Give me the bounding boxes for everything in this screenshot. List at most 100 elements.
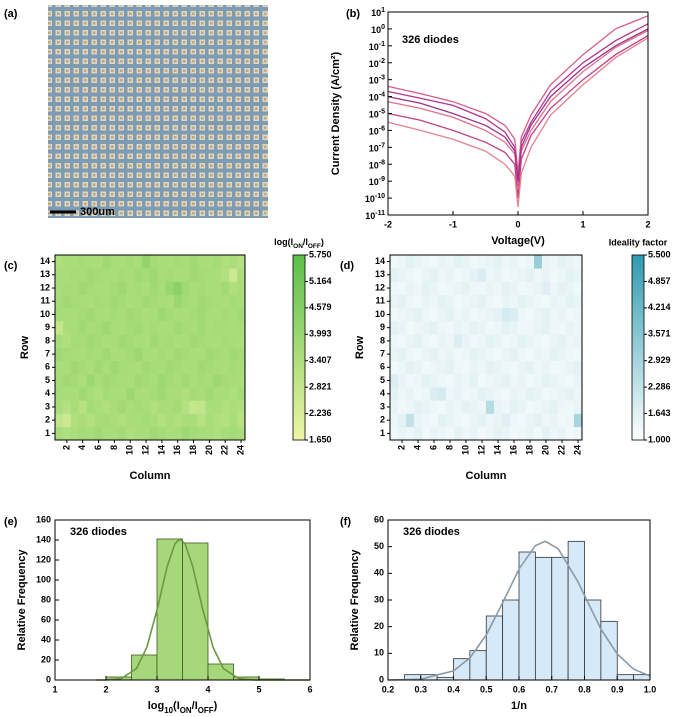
- heatmap-cell: [534, 255, 543, 269]
- x-axis-label: Column: [466, 470, 507, 482]
- heatmap-cell: [150, 255, 159, 269]
- heatmap-cell: [486, 294, 495, 309]
- heatmap-cell: [422, 294, 431, 309]
- heatmap-cell: [406, 321, 415, 335]
- heatmap-cell: [470, 347, 479, 362]
- y-tick-label: 0: [379, 674, 384, 684]
- y-tick-label: 12: [375, 282, 385, 292]
- heatmap-cell: [110, 255, 119, 269]
- x-axis-label: log10(ION/IOFF): [148, 700, 218, 715]
- heatmap-cell: [126, 413, 135, 428]
- y-tick-exponent: -5: [379, 109, 385, 116]
- heatmap-cell: [534, 294, 543, 309]
- heatmap-cell: [470, 373, 479, 388]
- y-tick-label: 10-5: [369, 109, 385, 120]
- heatmap-cell: [414, 268, 423, 282]
- heatmap-cell: [70, 360, 80, 375]
- heatmap-cell: [70, 400, 80, 414]
- heatmap-cell: [558, 360, 567, 375]
- heatmap-cell: [189, 347, 198, 362]
- heatmap-cell: [205, 360, 214, 375]
- heatmap-cell: [550, 307, 559, 322]
- heatmap-cell: [494, 294, 503, 309]
- heatmap-cell: [126, 268, 135, 282]
- heatmap-cell: [197, 413, 206, 428]
- heatmap-cell: [566, 255, 575, 269]
- heatmap-cell: [390, 413, 399, 428]
- heatmap-cell: [86, 413, 95, 428]
- heatmap-cell: [414, 400, 423, 414]
- heatmap-cell: [542, 426, 551, 441]
- heatmap-cell: [430, 413, 439, 428]
- heatmap-cell: [181, 268, 190, 282]
- y-tick-label: 8: [380, 335, 385, 345]
- heatmap-cell: [78, 281, 87, 295]
- y-tick-label: 40: [41, 634, 51, 644]
- heatmap-cell: [518, 373, 527, 388]
- heatmap-cell: [134, 400, 143, 414]
- heatmap-cell: [55, 334, 64, 348]
- y-tick-label: 2: [380, 415, 385, 425]
- heatmap-cell: [574, 268, 583, 282]
- heatmap-cell: [510, 360, 519, 375]
- y-tick-label: 13: [375, 269, 385, 279]
- iv-curve: [387, 15, 649, 174]
- heatmap-cell: [566, 281, 575, 295]
- x-tick-label: 12: [476, 445, 486, 455]
- panel-label: (a): [4, 8, 18, 20]
- heatmap-cell: [86, 426, 95, 441]
- heatmap-cell: [414, 281, 423, 295]
- heatmap-cell: [526, 255, 535, 269]
- heatmap-cell: [173, 334, 182, 348]
- heatmap-cell: [446, 360, 455, 375]
- heatmap-cell: [390, 360, 399, 375]
- heatmap-cell: [102, 268, 111, 282]
- heatmap-cell: [205, 347, 214, 362]
- heatmap-cell: [478, 334, 487, 348]
- heatmap-cell: [398, 268, 407, 282]
- x-tick-label: 2: [61, 445, 71, 450]
- y-tick-label: 6: [45, 362, 50, 372]
- heatmap-cell: [502, 360, 511, 375]
- y-tick-label: 3: [45, 401, 50, 411]
- heatmap-cell: [510, 387, 519, 401]
- x-tick-label: 12: [140, 445, 150, 455]
- heatmap-cell: [470, 268, 479, 282]
- x-tick-label: 3: [154, 684, 159, 694]
- heatmap-cell: [150, 426, 159, 441]
- panel-label: (c): [4, 260, 18, 272]
- heatmap-cell: [205, 400, 214, 414]
- heatmap-cell: [78, 321, 87, 335]
- heatmap-cell: [390, 373, 399, 388]
- heatmap-cell: [462, 426, 471, 441]
- heatmap-cell: [478, 360, 487, 375]
- heatmap-cell: [550, 281, 559, 295]
- heatmap-cell: [165, 281, 175, 295]
- heatmap-cell: [86, 334, 95, 348]
- heatmap-cell: [494, 400, 503, 414]
- heatmap-cell: [86, 307, 95, 322]
- heatmap-cell: [126, 347, 135, 362]
- heatmap-cell: [134, 307, 143, 322]
- heatmap-cell: [534, 307, 543, 322]
- heatmap-cell: [165, 400, 175, 414]
- heatmap-cell: [510, 400, 519, 414]
- colorbar-tick-label: 3.993: [309, 329, 332, 339]
- heatmap-cell: [173, 321, 182, 335]
- heatmap-cell: [574, 307, 583, 322]
- heatmap-cell: [566, 387, 575, 401]
- heatmap-cell: [126, 426, 135, 441]
- colorbar-tick-label: 2.821: [309, 382, 332, 392]
- heatmap-cell: [150, 400, 159, 414]
- x-tick-label: 22: [556, 445, 566, 455]
- heatmap-cell: [494, 387, 503, 401]
- heatmap-cell: [134, 334, 143, 348]
- heatmap-cell: [398, 413, 407, 428]
- heatmap-cell: [150, 387, 159, 401]
- heatmap-cell: [102, 413, 111, 428]
- heatmap-cell: [78, 255, 87, 269]
- heatmap-cell: [558, 255, 567, 269]
- y-axis-label: Relative Frequency: [349, 549, 361, 651]
- panel-label: (f): [340, 516, 351, 528]
- heatmap-cell: [454, 400, 463, 414]
